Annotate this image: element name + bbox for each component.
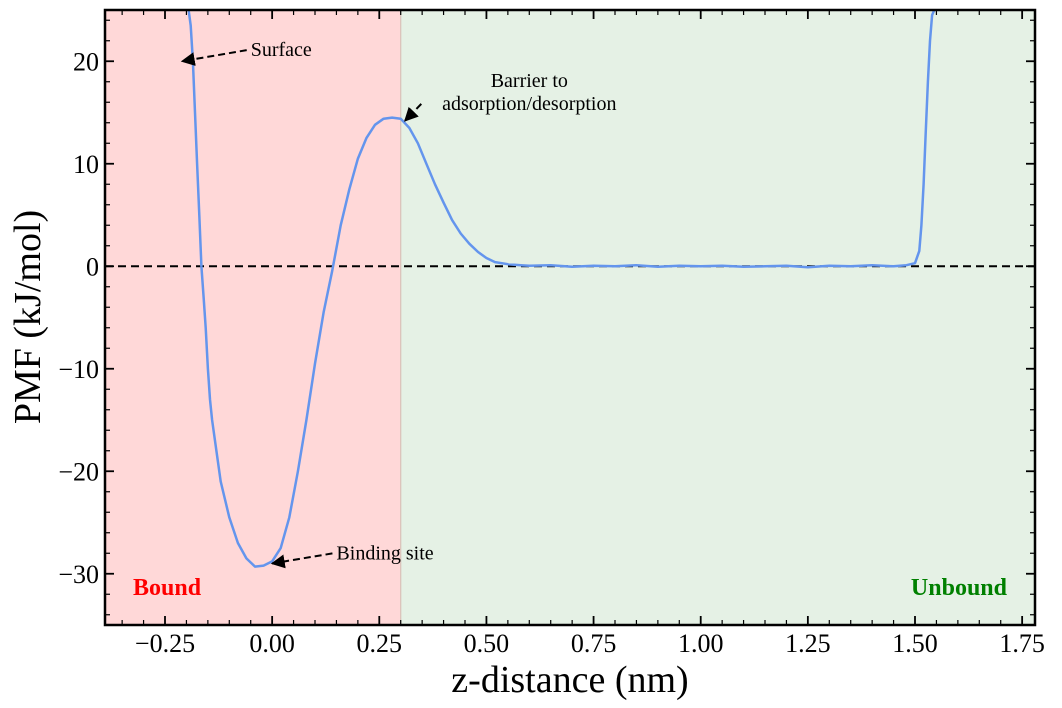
- series-layer: [187, 10, 936, 568]
- annotation-line: Barrier to: [491, 70, 568, 92]
- annotation-text: Barrier to adsorption/desorption: [442, 70, 616, 115]
- x-tick-label: 1.50: [892, 629, 938, 658]
- y-tick-label: 0: [86, 252, 99, 281]
- plot-frame: [103, 8, 1037, 627]
- x-tick-label: 0.75: [571, 629, 617, 658]
- region-bound: [105, 10, 401, 625]
- y-axis-label: PMF (kJ/mol): [7, 210, 49, 424]
- x-tick-label: 0.25: [357, 629, 403, 658]
- annotation-line: adsorption/desorption: [442, 93, 616, 115]
- annotation-text: Surface: [251, 39, 312, 61]
- annotation-line: Binding site: [336, 542, 433, 564]
- x-tick-label: 1.75: [999, 629, 1045, 658]
- x-tick-label: 0.00: [249, 629, 295, 658]
- x-tick-label: 1.00: [678, 629, 724, 658]
- annotation-arrow: [270, 552, 333, 569]
- region-label-bound: Bound: [133, 575, 202, 601]
- series-line-0: [187, 10, 936, 568]
- annotation-text: Binding site: [336, 542, 433, 564]
- tick-labels: −0.25 0.00 0.25 0.50 0.75 1.00 1.25 1.50 1.75 −30…: [58, 47, 1045, 658]
- y-tick-label: 10: [73, 150, 99, 179]
- y-tick-label: −10: [58, 355, 99, 384]
- region-unbound: [400, 10, 1035, 625]
- annotation-line: Surface: [251, 39, 312, 61]
- x-axis-label: z-distance (nm): [451, 659, 688, 701]
- x-tick-label: 0.50: [464, 629, 510, 658]
- axis-ticks: [105, 10, 1035, 625]
- y-tick-label: 20: [73, 47, 99, 76]
- annotations: Surface Barrier to adsorption/desorption Bi…: [180, 39, 617, 569]
- y-tick-label: −20: [58, 457, 99, 486]
- y-tick-label: −30: [58, 560, 99, 589]
- x-tick-label: 1.25: [785, 629, 831, 658]
- region-labels: Bound Unbound: [133, 575, 1008, 601]
- region-label-unbound: Unbound: [911, 575, 1008, 601]
- annotation-arrow: [404, 103, 423, 122]
- x-tick-label: −0.25: [135, 629, 195, 658]
- region-backgrounds: [105, 10, 1035, 625]
